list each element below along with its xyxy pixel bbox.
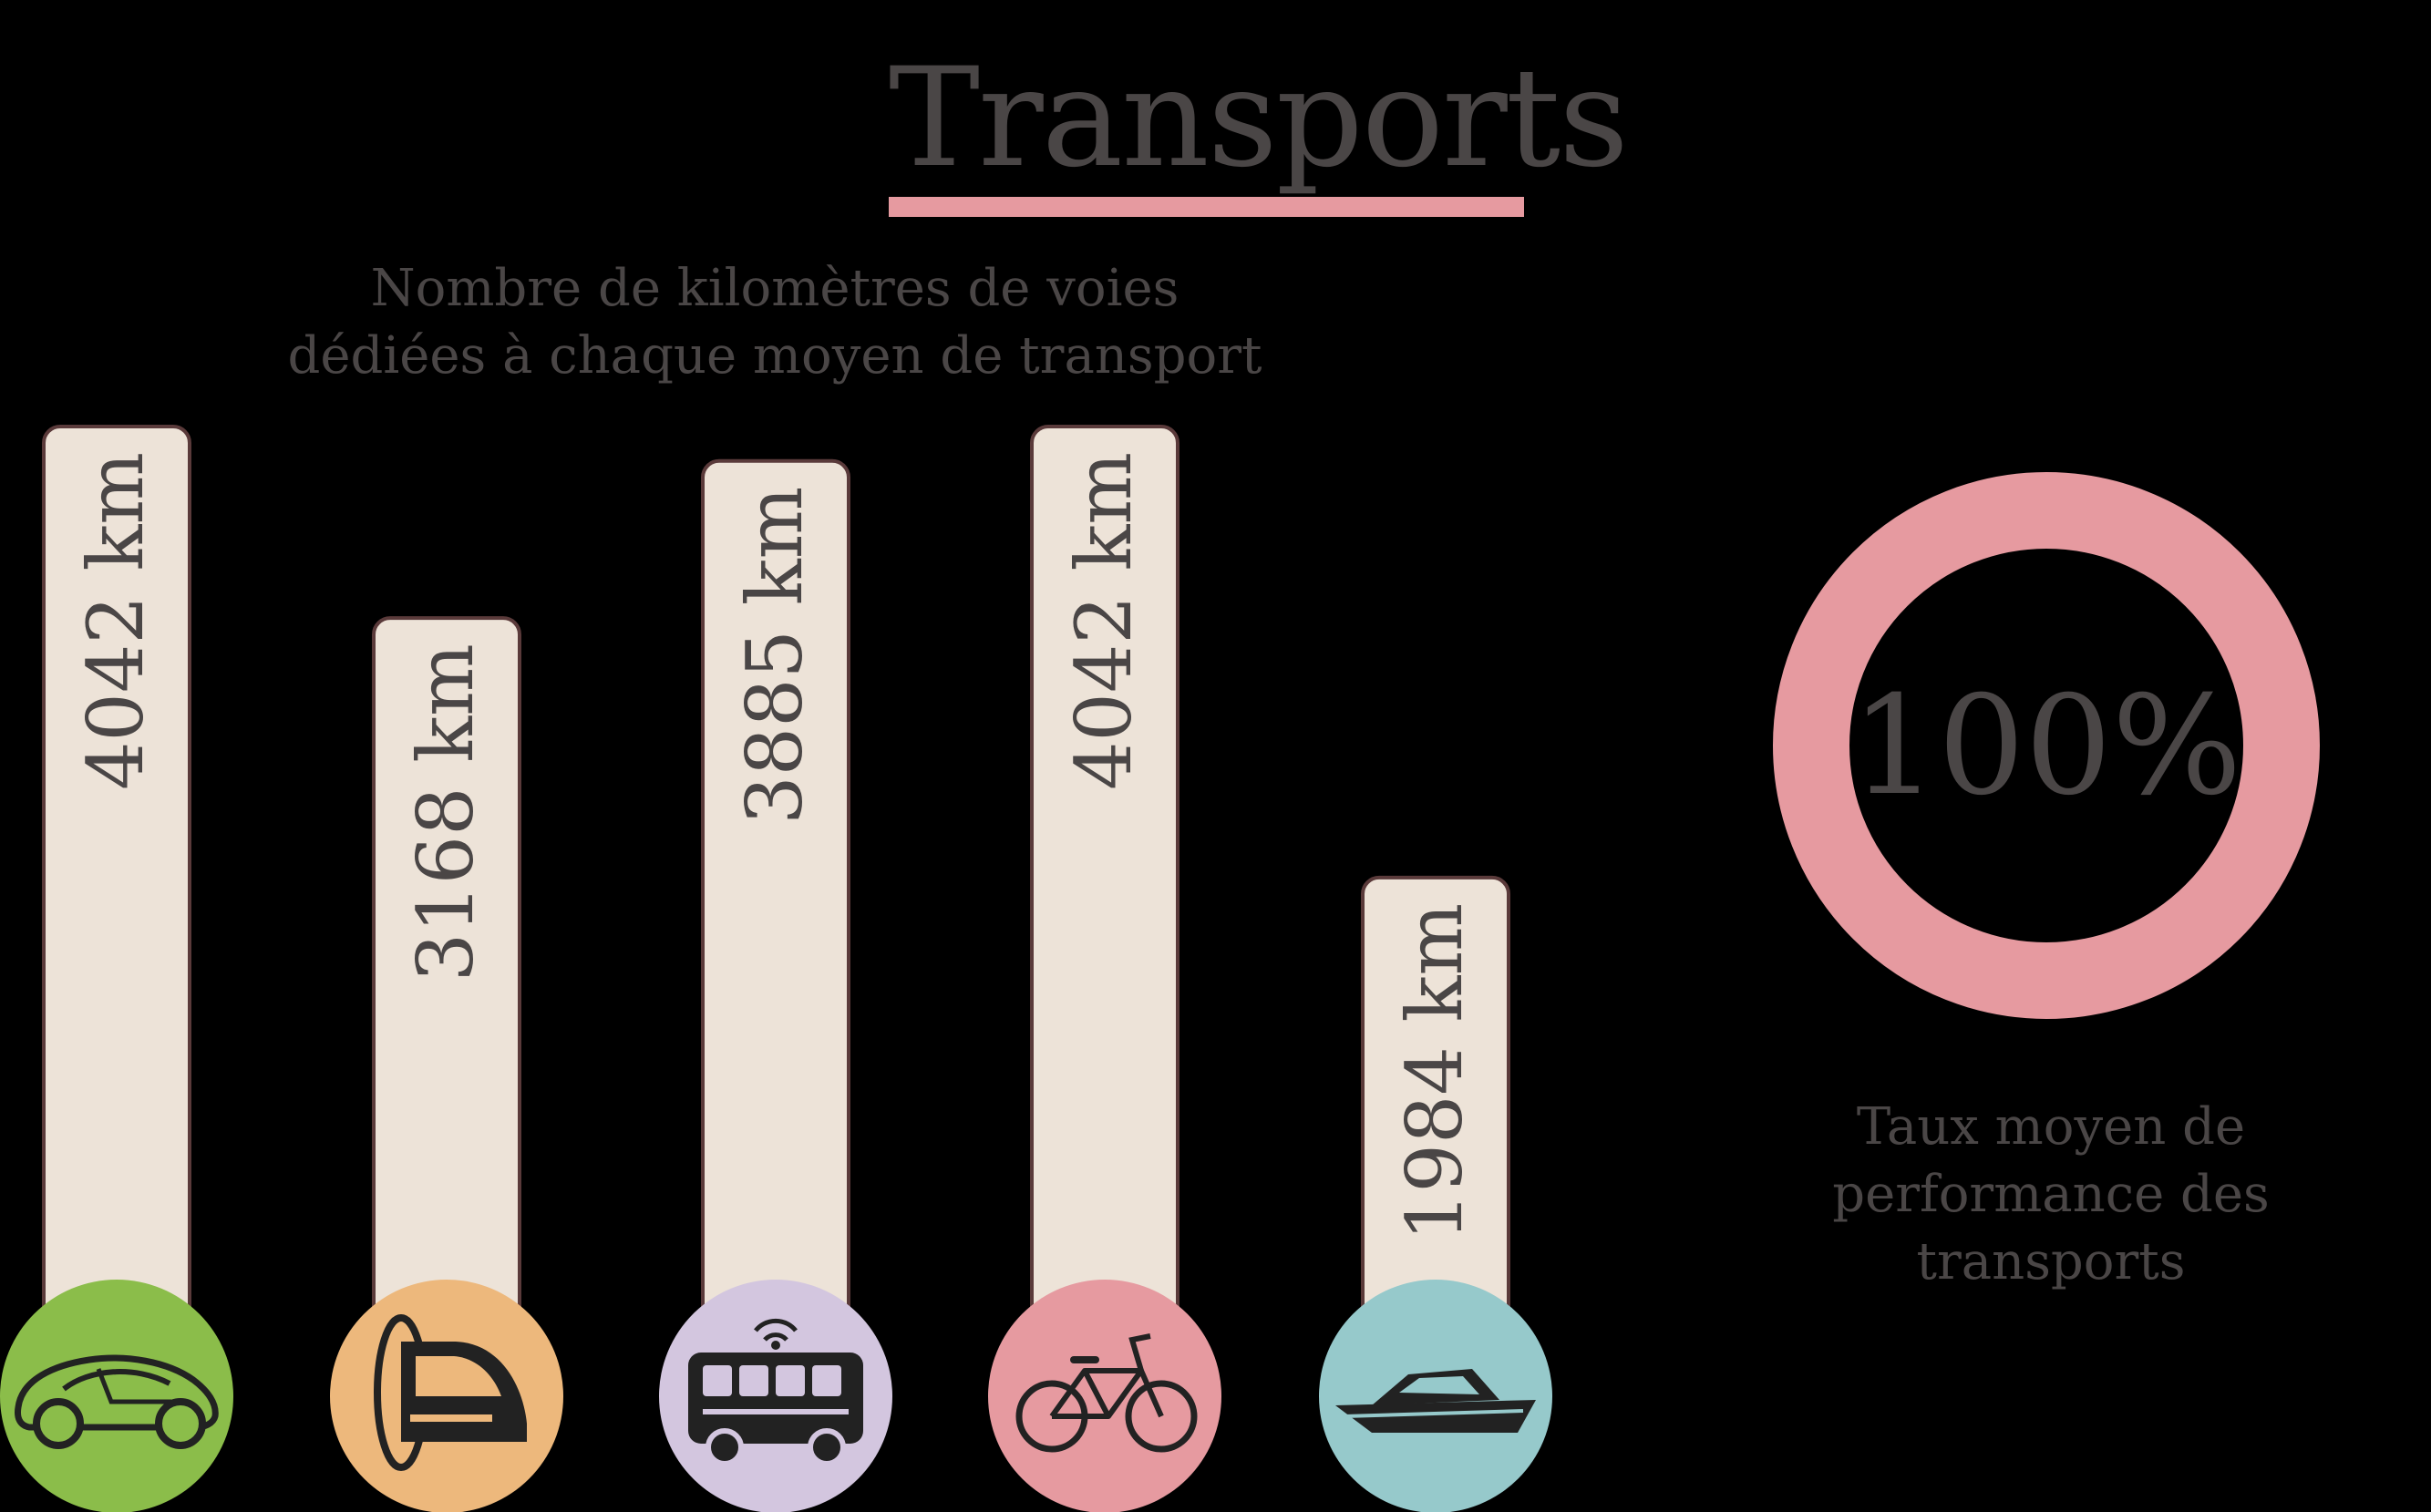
title-underline [889, 197, 1524, 217]
bars-layer: 4042 km 3168 km 3885 km 4042 km 1984 km [42, 425, 1510, 1332]
donut-ring [1773, 472, 2320, 1019]
chart-subtitle: Nombre de kilomètres de voies dédiées à … [287, 259, 1262, 386]
train-icon [374, 1314, 527, 1471]
boat-icon [1335, 1369, 1536, 1433]
autonomous-bus-icon [688, 1318, 863, 1466]
donut-caption-line: transports [1916, 1232, 2186, 1291]
bar-value-label: 3168 km [401, 643, 490, 982]
car-icon [15, 1354, 219, 1449]
category-circle [988, 1280, 1221, 1512]
bar-value-label: 4042 km [1059, 452, 1149, 790]
icons-layer [0, 1280, 1552, 1512]
bar-value-label: 3885 km [730, 487, 819, 825]
donut-value-label: 100% [1851, 667, 2242, 826]
chart-title: Transports [889, 39, 1629, 198]
bar-value-label: 1984 km [1390, 903, 1479, 1241]
donut-caption-line: Taux moyen de [1856, 1097, 2246, 1157]
donut-caption-line: performance des [1832, 1165, 2270, 1224]
bar-value-label: 4042 km [71, 452, 160, 790]
category-circle [0, 1280, 233, 1512]
bicycle-icon [1015, 1333, 1198, 1453]
donut-caption: Taux moyen de performance des transports [1732, 1094, 2370, 1296]
donut-chart: 100% [1773, 472, 2320, 1019]
